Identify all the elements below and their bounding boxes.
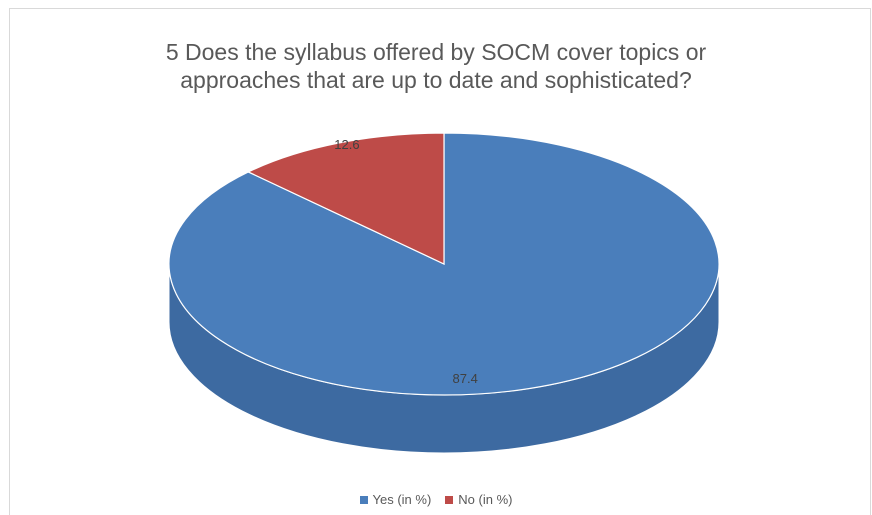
legend-label-yes: Yes (in %) — [372, 492, 432, 507]
pie-slice-no — [246, 132, 445, 265]
legend-item-no: No (in %) — [445, 492, 512, 507]
legend-swatch-no — [445, 495, 454, 504]
chart-legend: Yes (in %) No (in %) — [0, 492, 872, 507]
data-label-yes: 87.4 — [453, 371, 478, 386]
chart-title-line-2: approaches that are up to date and sophi… — [180, 67, 692, 93]
legend-swatch-yes — [359, 495, 368, 504]
chart-title: 5 Does the syllabus offered by SOCM cove… — [0, 38, 872, 94]
data-label-no: 12.6 — [334, 137, 359, 152]
legend-label-no: No (in %) — [458, 492, 513, 507]
legend-item-yes: Yes (in %) — [359, 492, 432, 507]
chart-title-line-1: 5 Does the syllabus offered by SOCM cove… — [165, 39, 707, 65]
